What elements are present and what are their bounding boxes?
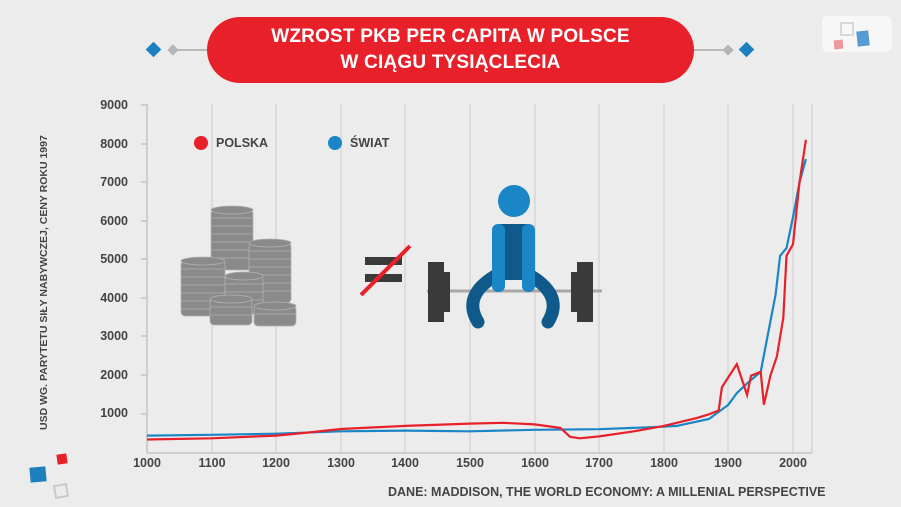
x-tick-1900: 1900 <box>714 456 742 470</box>
x-tick-1400: 1400 <box>391 456 419 470</box>
y-tick-8000: 8000 <box>100 137 128 151</box>
x-tick-1200: 1200 <box>262 456 290 470</box>
coins-stack-icon <box>180 205 297 327</box>
title-line-1: WZROST PKB PER CAPITA W POLSCE <box>271 26 630 47</box>
header-right-line <box>694 49 724 51</box>
y-tick-2000: 2000 <box>100 368 128 382</box>
x-tick-1300: 1300 <box>327 456 355 470</box>
legend-dot-red-icon <box>194 136 208 150</box>
y-tick-1000: 1000 <box>100 406 128 420</box>
x-tick-1100: 1100 <box>198 456 226 470</box>
y-tick-6000: 6000 <box>100 214 128 228</box>
title-line-2: W CIĄGU TYSIĄCLECIA <box>340 52 561 73</box>
axes <box>141 104 812 454</box>
x-tick-1500: 1500 <box>456 456 484 470</box>
source-caption: DANE: MADDISON, THE WORLD ECONOMY: A MIL… <box>388 485 826 499</box>
series-line-swiat <box>146 158 807 437</box>
wp-logo-icon <box>822 14 894 54</box>
x-tick-1800: 1800 <box>650 456 678 470</box>
x-tick-1600: 1600 <box>521 456 549 470</box>
y-tick-9000: 9000 <box>100 98 128 112</box>
y-tick-3000: 3000 <box>100 329 128 343</box>
x-tick-1000: 1000 <box>133 456 161 470</box>
legend-swiat: ŚWIAT <box>328 136 389 150</box>
header-left-line <box>178 49 208 51</box>
not-equal-icon <box>359 244 412 297</box>
legend-polska: POLSKA <box>194 136 268 150</box>
weightlifter-icon <box>427 185 602 329</box>
x-tick-2000: 2000 <box>779 456 807 470</box>
y-tick-4000: 4000 <box>100 291 128 305</box>
legend-dot-blue-icon <box>328 136 342 150</box>
y-tick-5000: 5000 <box>100 252 128 266</box>
series-line-polska <box>146 139 807 441</box>
legend-label-polska: POLSKA <box>216 136 269 150</box>
x-tick-1700: 1700 <box>585 456 613 470</box>
page-title: WZROST PKB PER CAPITA W POLSCE W CIĄGU T… <box>207 17 694 83</box>
y-tick-7000: 7000 <box>100 175 128 189</box>
legend-label-swiat: ŚWIAT <box>350 136 390 150</box>
